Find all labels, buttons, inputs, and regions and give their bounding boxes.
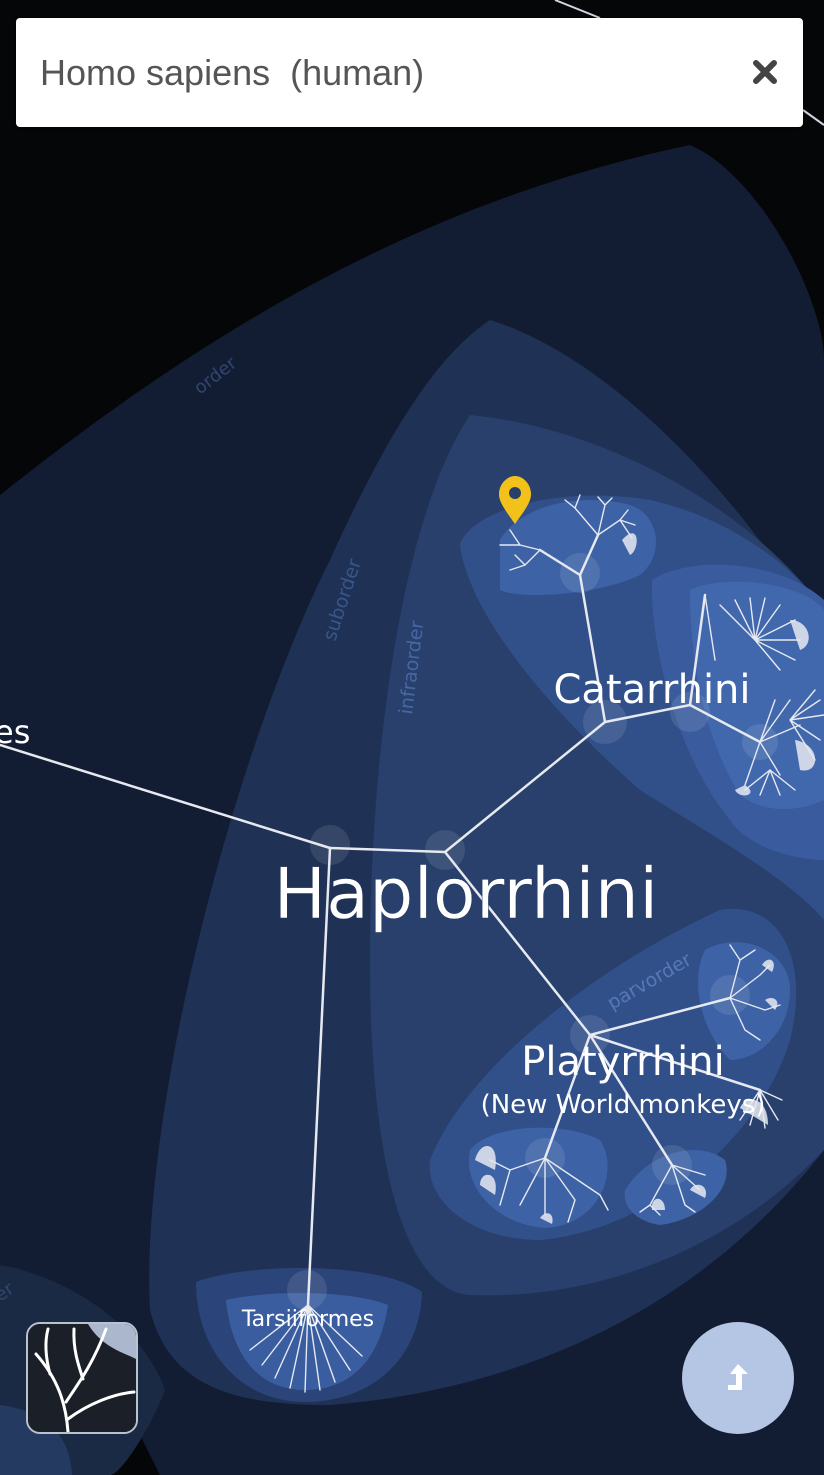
hominoidea-region: [500, 500, 657, 595]
onezoom-tree-logo-icon: [28, 1324, 136, 1432]
search-query-text[interactable]: Homo sapiens (human): [40, 52, 425, 93]
platyrrhini-subregion-b: [624, 1150, 727, 1225]
taxon-label-tarsiiformes[interactable]: Tarsiiformes: [241, 1307, 374, 1332]
clear-search-button[interactable]: [747, 54, 783, 90]
tree-branches: [0, 533, 762, 1307]
location-pin-icon[interactable]: [499, 476, 531, 524]
taxon-label-haplorrhini[interactable]: Haplorrhini: [273, 853, 659, 936]
cercopithecidae-subregion: [690, 581, 824, 810]
taxon-common-name-platyrrhini[interactable]: (New World monkeys): [481, 1090, 766, 1120]
leaf-clusters: [475, 533, 816, 1224]
taxon-label-platyrrhini[interactable]: Platyrrhini: [521, 1039, 725, 1085]
taxon-label-catarrhini[interactable]: Catarrhini: [553, 667, 750, 713]
taxon-label-clipped[interactable]: es: [0, 713, 30, 751]
branch-line-top: [554, 0, 601, 19]
branch-line-top-right: [802, 109, 824, 126]
left-clipped-region-inner: [0, 1405, 72, 1475]
platyrrhini-subregion-a: [468, 1127, 608, 1228]
home-logo-button[interactable]: [26, 1322, 138, 1434]
arrow-up-icon: [728, 1364, 748, 1390]
close-icon: [753, 60, 777, 84]
zoom-out-button[interactable]: [682, 1322, 794, 1434]
platyrrhini-subregion-c: [698, 942, 790, 1060]
search-box[interactable]: Homo sapiens (human): [16, 18, 803, 127]
